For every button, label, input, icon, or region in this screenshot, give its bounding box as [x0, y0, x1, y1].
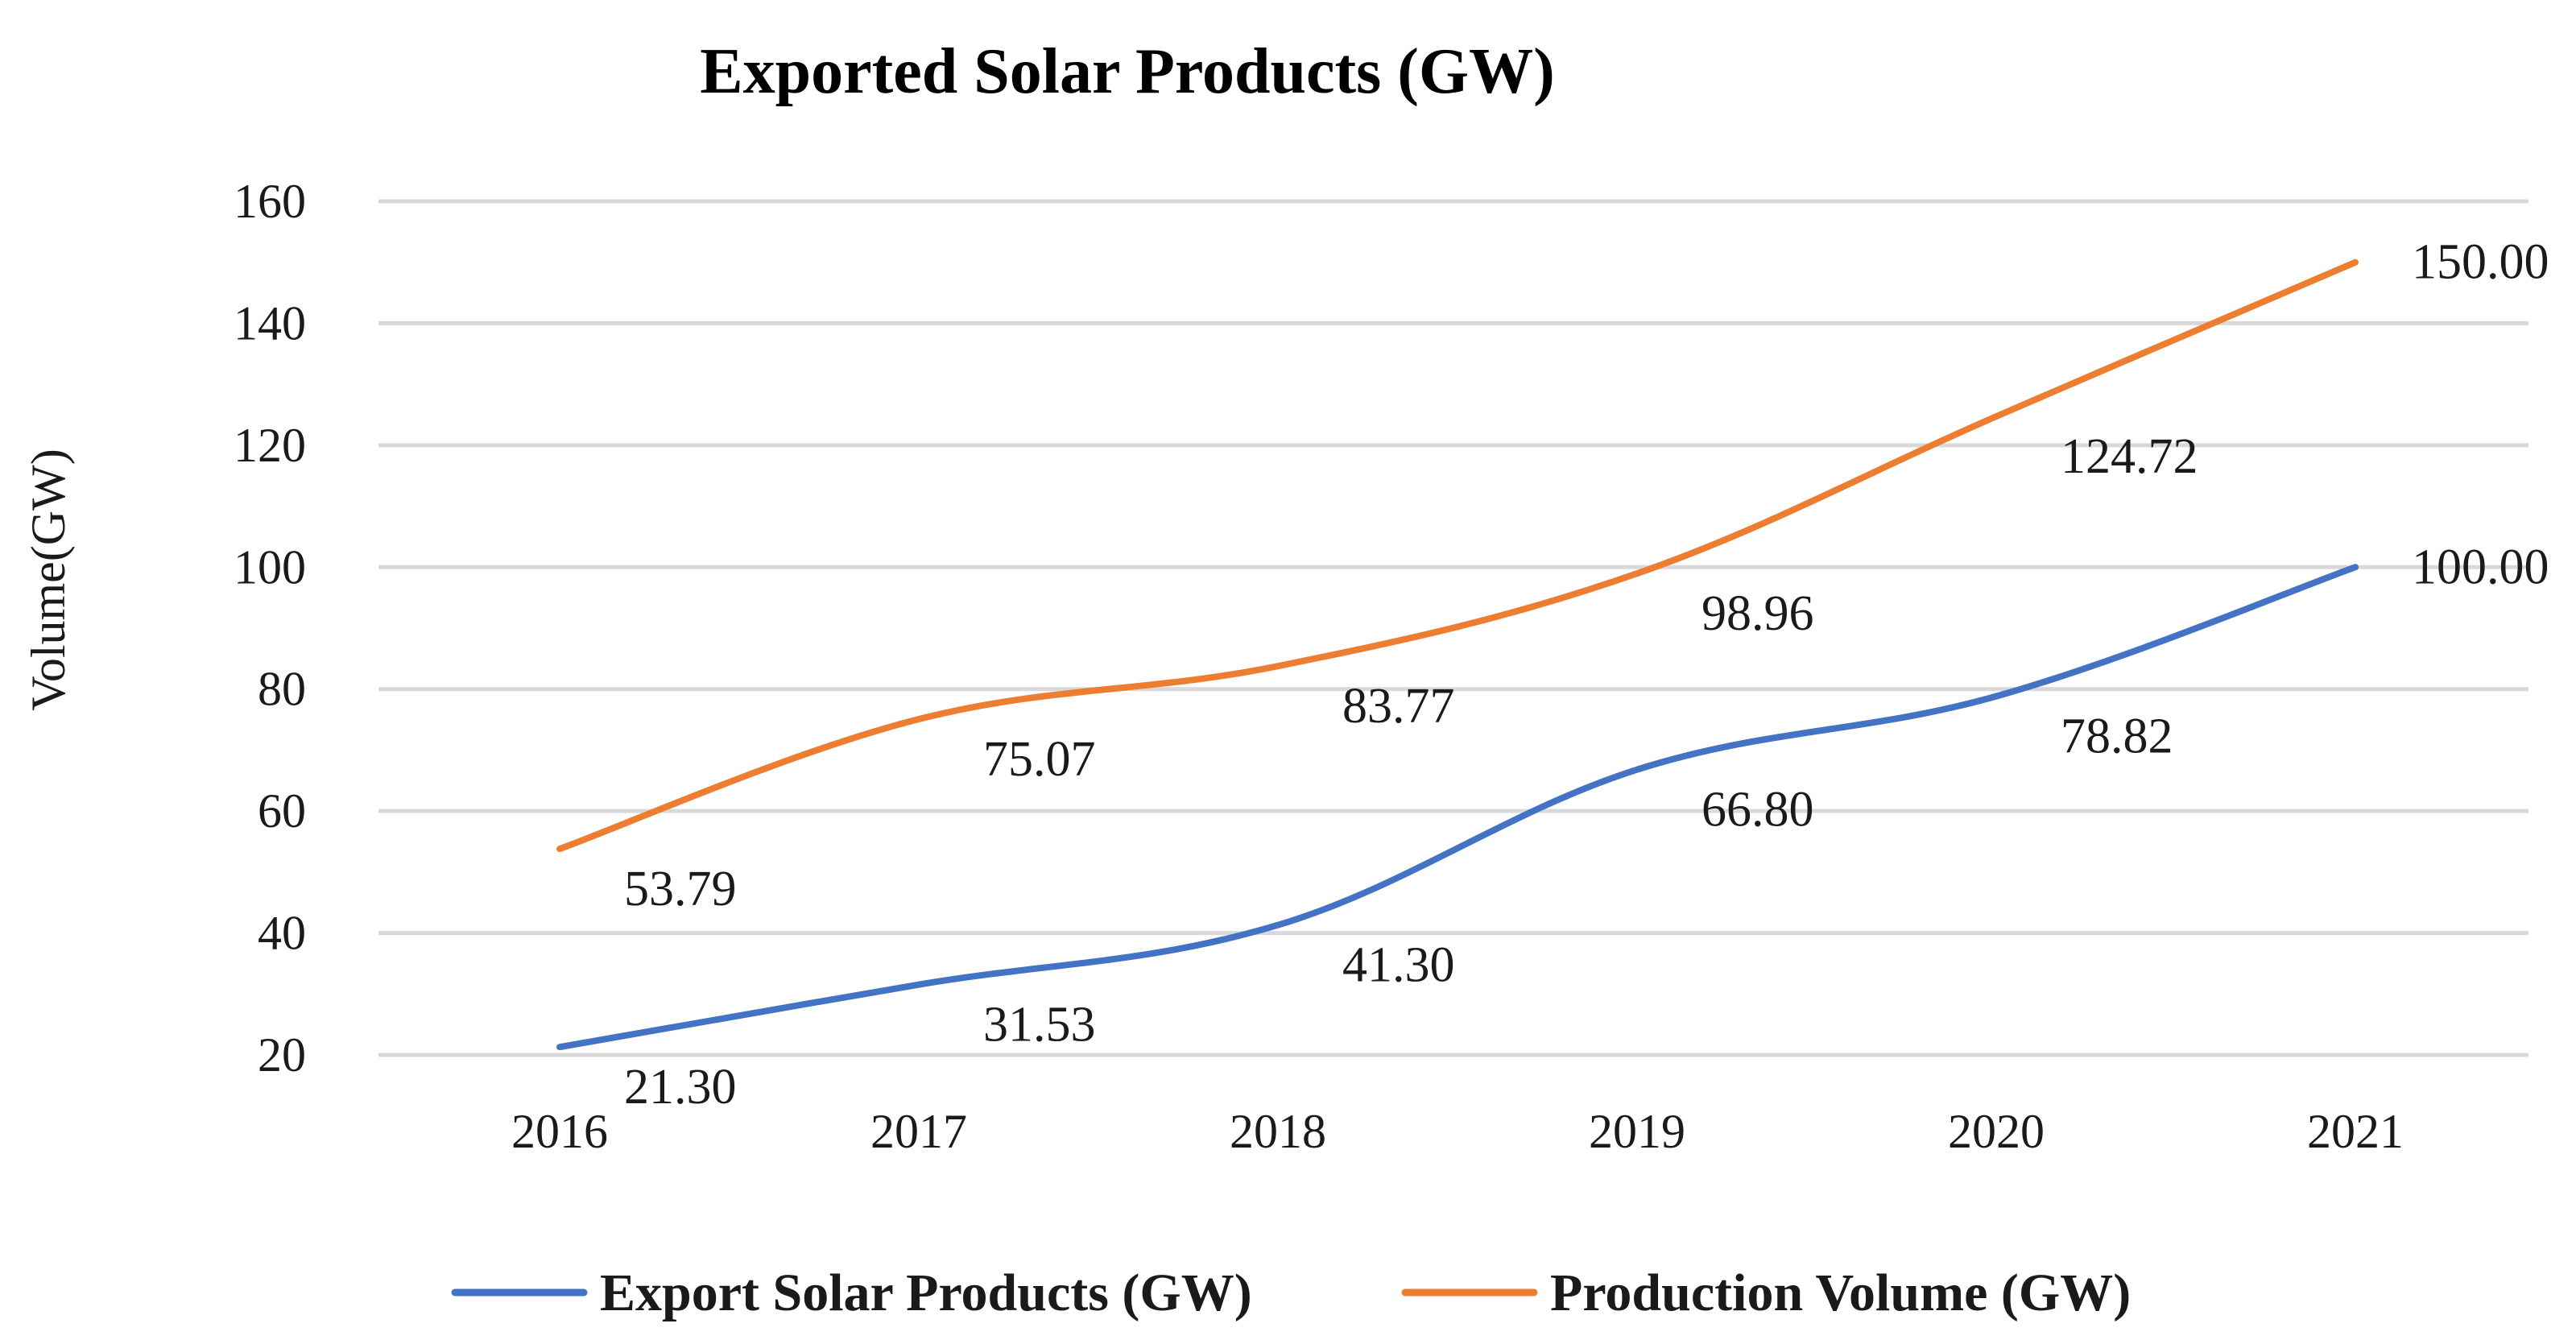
series-lines — [556, 258, 2359, 1051]
y-tick-label: 80 — [258, 663, 306, 716]
x-tick-label: 2020 — [1948, 1105, 2045, 1158]
chart-title: Exported Solar Products (GW) — [700, 36, 1554, 107]
y-axis-ticks: 20 40 60 80 100 120 140 160 — [234, 175, 306, 1082]
legend-label: Production Volume (GW) — [1550, 1263, 2131, 1322]
y-tick-label: 40 — [258, 907, 306, 960]
data-labels: 21.30 31.53 41.30 66.80 78.82 100.00 53.79 75.0… — [624, 235, 2549, 1115]
y-tick-label: 140 — [234, 296, 306, 349]
legend: Export Solar Products (GW) Production Vol… — [451, 1263, 2131, 1322]
data-label: 78.82 — [2061, 709, 2173, 764]
legend-label: Export Solar Products (GW) — [600, 1263, 1252, 1322]
data-label: 83.77 — [1342, 679, 1455, 734]
y-tick-label: 120 — [234, 419, 306, 472]
export-series-line — [556, 564, 2359, 1051]
data-label: 31.53 — [983, 998, 1096, 1053]
y-tick-label: 100 — [234, 540, 306, 593]
gridlines — [378, 199, 2528, 1057]
x-tick-label: 2018 — [1230, 1105, 1326, 1158]
data-label: 41.30 — [1342, 938, 1455, 993]
production-series-line — [556, 258, 2359, 853]
y-tick-label: 20 — [258, 1028, 306, 1082]
data-label: 98.96 — [1701, 586, 1814, 641]
y-tick-label: 160 — [234, 175, 306, 228]
data-label: 21.30 — [624, 1060, 737, 1115]
x-tick-label: 2021 — [2307, 1105, 2404, 1158]
x-tick-label: 2019 — [1589, 1105, 1685, 1158]
data-label: 75.07 — [983, 732, 1096, 787]
x-tick-label: 2016 — [511, 1105, 608, 1158]
y-axis-label: Volume(GW) — [22, 449, 75, 711]
data-label: 150.00 — [2412, 235, 2549, 290]
data-label: 53.79 — [624, 862, 737, 916]
y-tick-label: 60 — [258, 784, 306, 838]
data-label: 124.72 — [2061, 429, 2198, 484]
data-label: 66.80 — [1701, 783, 1814, 838]
x-axis-ticks: 2016 2017 2018 2019 2020 2021 — [511, 1105, 2404, 1158]
data-label: 100.00 — [2412, 540, 2549, 594]
x-tick-label: 2017 — [870, 1105, 967, 1158]
